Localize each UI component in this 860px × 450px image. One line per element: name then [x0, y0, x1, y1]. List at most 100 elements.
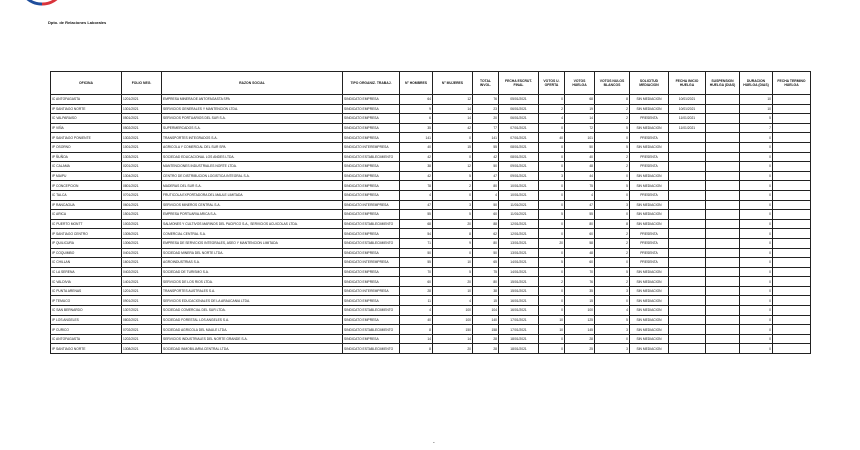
table-cell: 2 [594, 237, 630, 249]
table-cell: 1601/2021 [121, 257, 162, 268]
table-row: IC CALAMA 0201/2021 MANTENCIONES INDUSTRIA… [50, 161, 811, 172]
table-row: IP TEMUCO 0901/2021 SERVICIOS EDUCACIONALE… [50, 295, 811, 307]
table-cell: 20 [432, 218, 473, 230]
table-cell: 0 [739, 266, 773, 278]
table-cell: 1002/2021 [121, 218, 162, 230]
table-cell: 0 [538, 151, 565, 163]
table-cell: 50 [472, 199, 499, 211]
table-cell: COMERCIAL CENTRAL S.A. [161, 228, 343, 239]
table-cell: 0 [538, 266, 565, 278]
column-header: VOTOS U. OFERTA [538, 71, 565, 95]
table-cell: 80 [472, 180, 499, 191]
table-cell: 1308/2021 [121, 343, 162, 355]
table-cell: IP QUILICURA [50, 237, 122, 249]
table-cell [668, 199, 706, 211]
table-cell [705, 228, 740, 239]
table-cell [772, 209, 811, 220]
table-cell: 3 [594, 324, 630, 335]
table-cell: SOCIEDAD EDUCACIONAL LOS ANDES LTDA. [161, 151, 343, 163]
table-cell: 1306/2021 [121, 237, 162, 249]
table-cell: 10 [538, 324, 565, 335]
table-cell [705, 285, 740, 297]
table-cell: SIN MEDIACION [629, 324, 669, 335]
table-cell: SINDICATO INTEREMPRESA [342, 285, 400, 297]
table-cell: 0802/2021 [121, 314, 162, 326]
table-cell: SERVICIOS MINEROS CENTRAL S.A. [161, 199, 343, 211]
column-header: OFICINA [50, 71, 122, 95]
table-cell: 68 [399, 218, 433, 230]
table-row: IP SANTIAGO NORTE 1301/2021 SERVICIOS GENE… [50, 103, 811, 115]
table-cell: MANTENCIONES INDUSTRIALES NORTE LTDA. [161, 161, 343, 172]
table-cell [668, 161, 706, 172]
table-cell: SOCIEDAD AGRICOLA DEL MAULE LTDA. [161, 324, 343, 335]
table-cell: SIN MEDIACION [629, 343, 669, 355]
table-cell: 13/01/2021 [498, 247, 539, 259]
table-cell: 0 [538, 180, 565, 191]
direccion-del-trabajo-logo: Dirección del Trabajo [26, 0, 58, 6]
table-header-row: OFICINA FOLIO NEG. RAZON SOCIAL TIPO ORGANI… [50, 71, 811, 95]
table-cell: 1307/2021 [121, 305, 162, 316]
table-row: IC ANTOFAGASTA 1201/2021 EMPRESA MINERA DE… [50, 94, 811, 105]
table-cell: 55 [399, 257, 433, 268]
table-cell: 8 [432, 228, 473, 239]
table-row: IC ARICA 1501/2021 EMPRESA PORTUARIA ARICA… [50, 209, 811, 220]
table-cell: 10 [538, 314, 565, 326]
table-cell: PRESENTA [629, 113, 669, 124]
table-cell: 60 [564, 257, 595, 268]
table-cell: 28 [472, 343, 499, 355]
table-cell: 9 [399, 103, 433, 115]
table-cell: 50 [399, 247, 433, 259]
table-cell: 0 [739, 132, 773, 143]
table-cell: SINDICATO EMPRESA [342, 132, 400, 143]
table-cell: 42 [399, 170, 433, 182]
table-row: IC CHILLAN 1601/2021 AGROINDUSTRIAS S.A. SI… [50, 257, 811, 268]
table-cell [705, 305, 740, 316]
table-cell: 125 [564, 314, 595, 326]
table-cell: 1202/2021 [121, 333, 162, 345]
table-cell: 0 [739, 305, 773, 316]
table-cell: 3 [594, 343, 630, 355]
table-cell [668, 189, 706, 201]
table-cell [772, 247, 811, 259]
table-cell: 1305/2021 [121, 228, 162, 239]
table-cell: 76 [564, 276, 595, 287]
table-row: IP ÑUÑOA 1303/2021 SOCIEDAD EDUCACIONAL LO… [50, 151, 811, 163]
table-cell: SIN MEDIACION [629, 141, 669, 153]
table-cell: 06/01/2021 [498, 103, 539, 115]
table-cell [705, 218, 740, 230]
table-cell: 20 [432, 343, 473, 355]
table-cell [772, 141, 811, 153]
table-cell: PRESENTA [629, 237, 669, 249]
table-cell: 100 [432, 305, 473, 316]
table-cell: SINDICATO EMPRESA [342, 266, 400, 278]
table-cell [668, 228, 706, 239]
table-cell: 28 [399, 285, 433, 297]
table-cell [668, 266, 706, 278]
table-cell: SINDICATO EMPRESA [342, 247, 400, 259]
table-cell: 54 [399, 228, 433, 239]
table-cell: 14 [399, 333, 433, 345]
table-cell: SOCIEDAD DE TURISMO S.A. [161, 266, 343, 278]
table-cell: 10/01/2021 [668, 94, 706, 105]
table-cell [705, 180, 740, 191]
table-cell: SIN MEDIACION [629, 180, 669, 191]
table-cell: SINDICATO EMPRESA [342, 170, 400, 182]
table-cell: 0 [538, 343, 565, 355]
table-cell: 11/01/2021 [668, 122, 706, 134]
table-cell: SIN MEDIACION [629, 94, 669, 105]
table-cell: 4 [564, 189, 595, 201]
table-cell: 15/01/2021 [498, 285, 539, 297]
table-row: IP CONCEPCION 0801/2021 MADERAS DEL SUR S.… [50, 180, 811, 191]
table-cell: 28 [472, 333, 499, 345]
table-row: IC LA SERENA 0402/2021 SOCIEDAD DE TURISMO… [50, 266, 811, 278]
table-cell: 14 [432, 333, 473, 345]
table-cell: 1201/2021 [121, 285, 162, 297]
table-cell: SINDICATO ESTABLECIMIENTO [342, 218, 400, 230]
table-cell: 0 [739, 276, 773, 287]
table-cell: IC VALDIVIA [50, 276, 122, 287]
table-cell: 0402/2021 [121, 266, 162, 278]
table-cell [705, 209, 740, 220]
table-cell: SINDICATO EMPRESA [342, 103, 400, 115]
table-cell: 0 [739, 247, 773, 259]
table-cell [772, 218, 811, 230]
